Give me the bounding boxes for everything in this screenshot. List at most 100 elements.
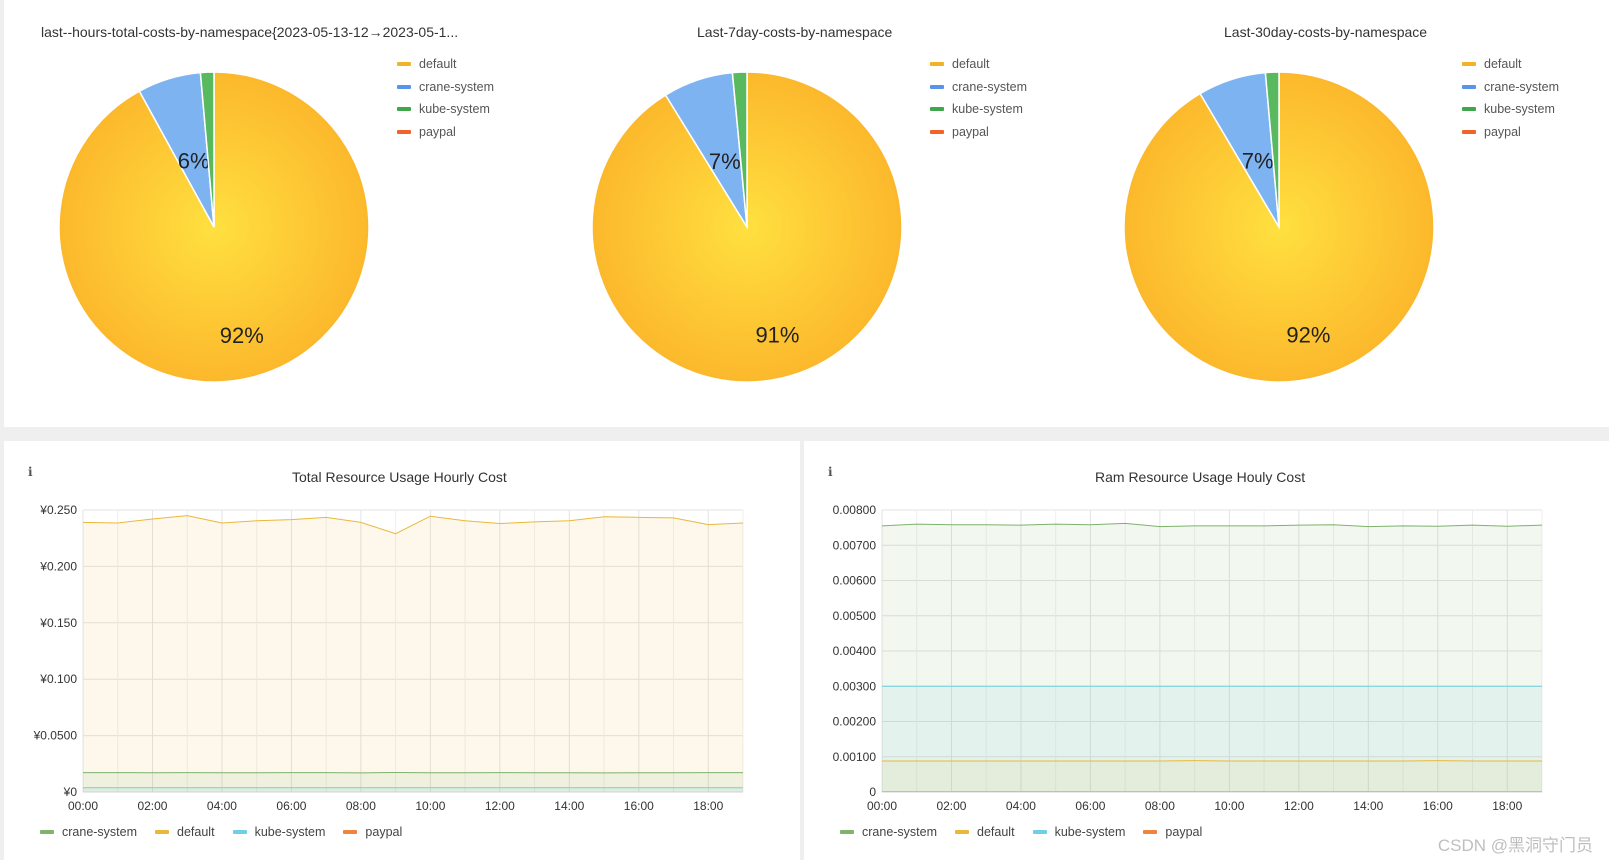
- legend-label: paypal: [365, 825, 403, 839]
- pie-slice-kube-system[interactable]: [731, 71, 748, 228]
- ram-cost-chart[interactable]: 0 0.00100 0.00200 0.00300 0.00400 0.00500 0.00…: [804, 496, 1609, 826]
- total-cost-chart[interactable]: ¥0 ¥0.0500 ¥0.100 ¥0.150 ¥0.200 ¥0.250 00:00 02…: [4, 496, 800, 826]
- ram-cost-panel: i Ram Resource Usage Houly Cost 0 0.00100…: [804, 441, 1609, 860]
- x-tick-label: 00:00: [867, 799, 897, 813]
- legend-item-paypal[interactable]: paypal: [930, 121, 1027, 144]
- legend-item-kube-system[interactable]: kube-system: [1462, 98, 1559, 121]
- total-cost-legend: crane-system default kube-system paypal: [40, 823, 420, 841]
- pie-chart-last-7day[interactable]: 91% 7%: [577, 60, 917, 400]
- legend-label: paypal: [952, 124, 989, 139]
- legend-label: paypal: [419, 124, 456, 139]
- legend-label: default: [1484, 57, 1522, 72]
- legend-swatch: [397, 62, 411, 67]
- watermark: CSDN @黑洞守门员: [1437, 836, 1593, 855]
- legend-label: crane-system: [862, 825, 938, 839]
- pie-1-legend: default crane-system kube-system paypal: [397, 53, 494, 143]
- legend-swatch: [155, 830, 170, 834]
- pie-slice-kube-system[interactable]: [1264, 71, 1280, 228]
- legend-swatch: [930, 62, 944, 67]
- x-tick-label: 04:00: [207, 799, 237, 813]
- legend-item-crane-system[interactable]: crane-system: [840, 823, 937, 841]
- x-tick-label: 02:00: [137, 799, 167, 813]
- x-tick-label: 16:00: [1423, 799, 1453, 813]
- pie-label-default: 92%: [1286, 323, 1330, 348]
- x-tick-label: 06:00: [1075, 799, 1105, 813]
- x-tick-label: 10:00: [1214, 799, 1244, 813]
- x-tick-label: 14:00: [1353, 799, 1383, 813]
- legend-swatch: [1462, 107, 1476, 112]
- legend-item-kube-system[interactable]: kube-system: [397, 98, 494, 121]
- legend-swatch: [1462, 129, 1476, 134]
- legend-item-paypal[interactable]: paypal: [1143, 823, 1202, 841]
- legend-label: paypal: [1165, 825, 1203, 839]
- y-tick-label: 0.00700: [833, 538, 877, 552]
- total-cost-panel: i Total Resource Usage Hourly Cost ¥0 ¥0.…: [4, 441, 800, 860]
- x-tick-label: 18:00: [693, 799, 723, 813]
- legend-swatch: [930, 84, 944, 89]
- legend-swatch: [1032, 830, 1047, 834]
- legend-swatch: [930, 129, 944, 134]
- pie-2-title: Last-7day-costs-by-namespace: [697, 24, 893, 40]
- area-fill-kube-system: [882, 686, 1542, 792]
- legend-item-default[interactable]: default: [1462, 53, 1559, 76]
- legend-item-kube-system[interactable]: kube-system: [930, 98, 1027, 121]
- pie-label-crane-system: 6%: [178, 148, 210, 173]
- pie-label-default: 92%: [220, 323, 264, 348]
- legend-item-crane-system[interactable]: crane-system: [1462, 76, 1559, 99]
- legend-item-paypal[interactable]: paypal: [397, 121, 494, 144]
- x-tick-label: 12:00: [1284, 799, 1314, 813]
- ram-cost-title: Ram Resource Usage Houly Cost: [1095, 469, 1306, 485]
- legend-item-paypal[interactable]: paypal: [343, 823, 402, 841]
- legend-item-kube-system[interactable]: kube-system: [232, 823, 325, 841]
- legend-label: default: [977, 825, 1015, 839]
- legend-label: default: [419, 57, 457, 72]
- y-tick-label: 0: [869, 785, 876, 799]
- info-icon[interactable]: i: [28, 465, 33, 479]
- legend-label: default: [177, 825, 215, 839]
- x-tick-label: 08:00: [1145, 799, 1175, 813]
- legend-swatch: [955, 830, 970, 834]
- legend-swatch: [343, 830, 358, 834]
- pie-chart-last-30day[interactable]: 92% 7%: [1109, 60, 1449, 400]
- legend-swatch: [397, 84, 411, 89]
- x-tick-label: 00:00: [68, 799, 98, 813]
- legend-item-default[interactable]: default: [397, 53, 494, 76]
- x-tick-label: 12:00: [485, 799, 515, 813]
- y-tick-label: 0.00200: [833, 715, 877, 729]
- legend-item-crane-system[interactable]: crane-system: [930, 76, 1027, 99]
- legend-label: default: [952, 57, 990, 72]
- x-tick-label: 18:00: [1492, 799, 1522, 813]
- legend-swatch: [1462, 62, 1476, 67]
- legend-label: kube-system: [1054, 825, 1126, 839]
- area-fill-default: [83, 515, 743, 792]
- legend-item-default[interactable]: default: [930, 53, 1027, 76]
- pie-1-title: last--hours-total-costs-by-namespace{202…: [41, 24, 459, 40]
- y-tick-label: 0.00300: [833, 679, 877, 693]
- area-fill-crane-system: [83, 772, 743, 792]
- legend-item-default[interactable]: default: [955, 823, 1015, 841]
- y-tick-label: 0.00400: [833, 644, 877, 658]
- x-tick-label: 02:00: [936, 799, 966, 813]
- y-tick-label: 0.00500: [833, 609, 877, 623]
- pie-charts-panel: last--hours-total-costs-by-namespace{202…: [4, 0, 1609, 427]
- x-tick-label: 08:00: [346, 799, 376, 813]
- legend-item-default[interactable]: default: [155, 823, 215, 841]
- series-line-default[interactable]: [82, 515, 744, 535]
- legend-label: crane-system: [62, 825, 138, 839]
- legend-item-paypal[interactable]: paypal: [1462, 121, 1559, 144]
- pie-label-default: 91%: [755, 322, 799, 347]
- y-tick-label: ¥0.200: [39, 559, 77, 573]
- pie-chart-last-hours[interactable]: 92% 6%: [44, 60, 384, 400]
- x-tick-label: 14:00: [554, 799, 584, 813]
- legend-item-crane-system[interactable]: crane-system: [40, 823, 137, 841]
- pie-3-legend: default crane-system kube-system paypal: [1462, 53, 1559, 143]
- legend-label: kube-system: [419, 102, 490, 117]
- info-icon[interactable]: i: [828, 465, 833, 479]
- legend-swatch: [1143, 830, 1158, 834]
- legend-item-kube-system[interactable]: kube-system: [1032, 823, 1126, 841]
- series-line-crane-system[interactable]: [881, 522, 1543, 528]
- y-tick-label: ¥0: [63, 785, 78, 799]
- legend-item-crane-system[interactable]: crane-system: [397, 76, 494, 99]
- legend-swatch: [232, 830, 247, 834]
- pie-slice-kube-system[interactable]: [199, 71, 215, 228]
